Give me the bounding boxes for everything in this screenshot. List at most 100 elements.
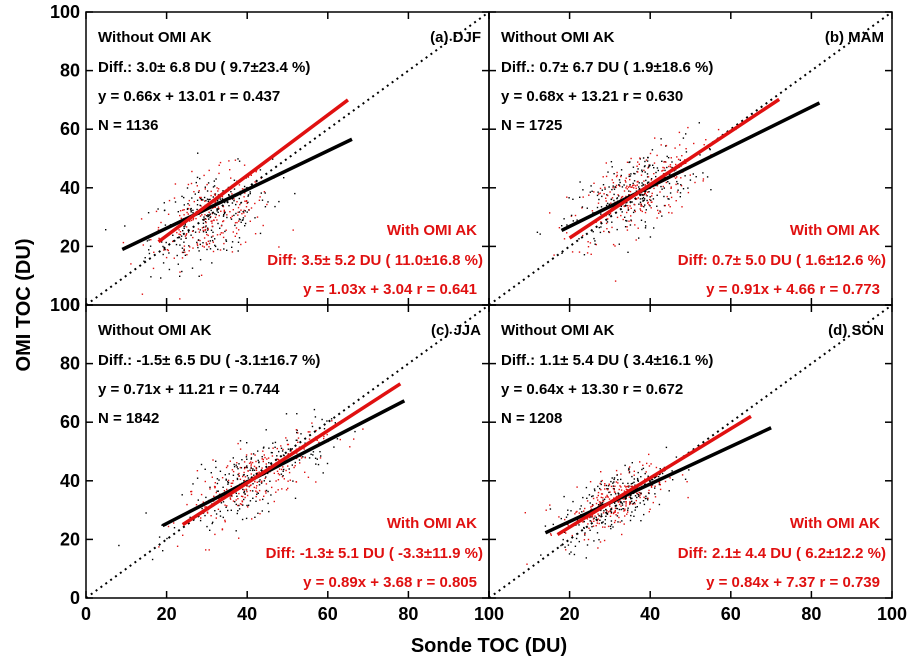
scatter-point	[247, 470, 249, 472]
scatter-point	[634, 224, 636, 226]
scatter-point	[213, 219, 215, 221]
scatter-point	[686, 481, 688, 483]
scatter-point	[145, 512, 147, 514]
scatter-point	[278, 246, 280, 248]
scatter-point	[186, 208, 189, 210]
scatter-point	[632, 502, 634, 505]
scatter-point	[231, 251, 234, 253]
scatter-point	[209, 248, 212, 250]
scatter-point	[606, 510, 608, 512]
scatter-point	[204, 229, 206, 232]
scatter-point	[665, 181, 667, 184]
scatter-point	[625, 505, 627, 507]
scatter-point	[204, 218, 206, 220]
scatter-point	[190, 493, 193, 496]
scatter-point	[205, 243, 208, 246]
scatter-point	[232, 480, 234, 482]
scatter-point	[201, 507, 203, 510]
scatter-point	[631, 511, 633, 513]
y-tick-label: 40	[60, 178, 80, 198]
scatter-point	[273, 500, 275, 503]
fit-line-with-ak	[157, 98, 349, 244]
scatter-point	[604, 488, 606, 490]
scatter-point	[576, 510, 578, 513]
scatter-point	[272, 442, 274, 444]
scatter-point	[588, 494, 591, 496]
scatter-point	[655, 171, 657, 174]
scatter-point	[204, 188, 206, 190]
scatter-point	[625, 195, 627, 198]
scatter-point	[612, 243, 615, 246]
scatter-point	[179, 231, 182, 233]
scatter-point	[586, 207, 588, 209]
scatter-point	[635, 190, 638, 192]
scatter-point	[627, 251, 629, 253]
scatter-point	[679, 196, 681, 198]
scatter-point	[670, 196, 673, 199]
scatter-point	[190, 490, 192, 493]
scatter-point	[702, 172, 704, 174]
scatter-point	[601, 189, 603, 191]
scatter-point	[212, 207, 214, 209]
scatter-point	[268, 510, 270, 513]
scatter-point	[261, 199, 264, 201]
scatter-point	[567, 513, 569, 516]
scatter-point	[676, 156, 678, 158]
scatter-point	[249, 220, 251, 222]
scatter-point	[613, 478, 615, 481]
scatter-point	[255, 487, 257, 489]
scatter-point	[574, 214, 577, 217]
scatter-point	[184, 235, 187, 237]
scatter-point	[609, 191, 611, 193]
scatter-point	[671, 166, 673, 169]
scatter-point	[220, 210, 222, 212]
scatter-point	[271, 486, 273, 489]
scatter-point	[236, 462, 238, 464]
scatter-point	[623, 490, 626, 492]
scatter-point	[565, 549, 567, 551]
scatter-point	[319, 457, 322, 459]
scatter-point	[148, 252, 151, 255]
scatter-point	[636, 492, 638, 495]
scatter-point	[653, 167, 655, 169]
scatter-point	[238, 492, 240, 495]
scatter-point	[650, 179, 652, 181]
scatter-point	[211, 225, 214, 228]
x-tick-label: 100	[877, 604, 907, 624]
scatter-point	[195, 504, 198, 506]
scatter-point	[626, 226, 628, 228]
scatter-point	[603, 230, 605, 233]
scatter-point	[603, 539, 606, 542]
scatter-point	[267, 502, 269, 505]
scatter-point	[618, 508, 621, 511]
scatter-point	[188, 204, 191, 206]
plot-area	[489, 305, 892, 598]
scatter-point	[238, 463, 240, 465]
scatter-point	[232, 500, 235, 502]
scatter-point	[211, 220, 213, 222]
with-ak-fit: y = 0.91x + 4.66 r = 0.773	[706, 281, 880, 298]
plot-area	[489, 12, 892, 305]
scatter-point	[581, 206, 584, 208]
scatter-point	[255, 460, 257, 463]
scatter-point	[206, 248, 208, 251]
scatter-point	[597, 513, 599, 515]
scatter-point	[238, 211, 241, 213]
scatter-point	[238, 197, 240, 200]
scatter-point	[239, 203, 241, 206]
scatter-point	[186, 187, 189, 189]
scatter-point	[567, 524, 569, 526]
scatter-point	[590, 253, 592, 255]
scatter-point	[231, 246, 233, 248]
scatter-point	[222, 205, 225, 208]
scatter-point	[567, 509, 569, 511]
scatter-point	[641, 468, 643, 471]
scatter-point	[218, 172, 220, 175]
scatter-point	[192, 212, 194, 214]
scatter-point	[601, 493, 604, 495]
scatter-point	[263, 191, 266, 193]
scatter-point	[639, 157, 641, 159]
scatter-point	[603, 510, 605, 512]
scatter-point	[570, 551, 572, 553]
scatter-point	[681, 206, 683, 208]
